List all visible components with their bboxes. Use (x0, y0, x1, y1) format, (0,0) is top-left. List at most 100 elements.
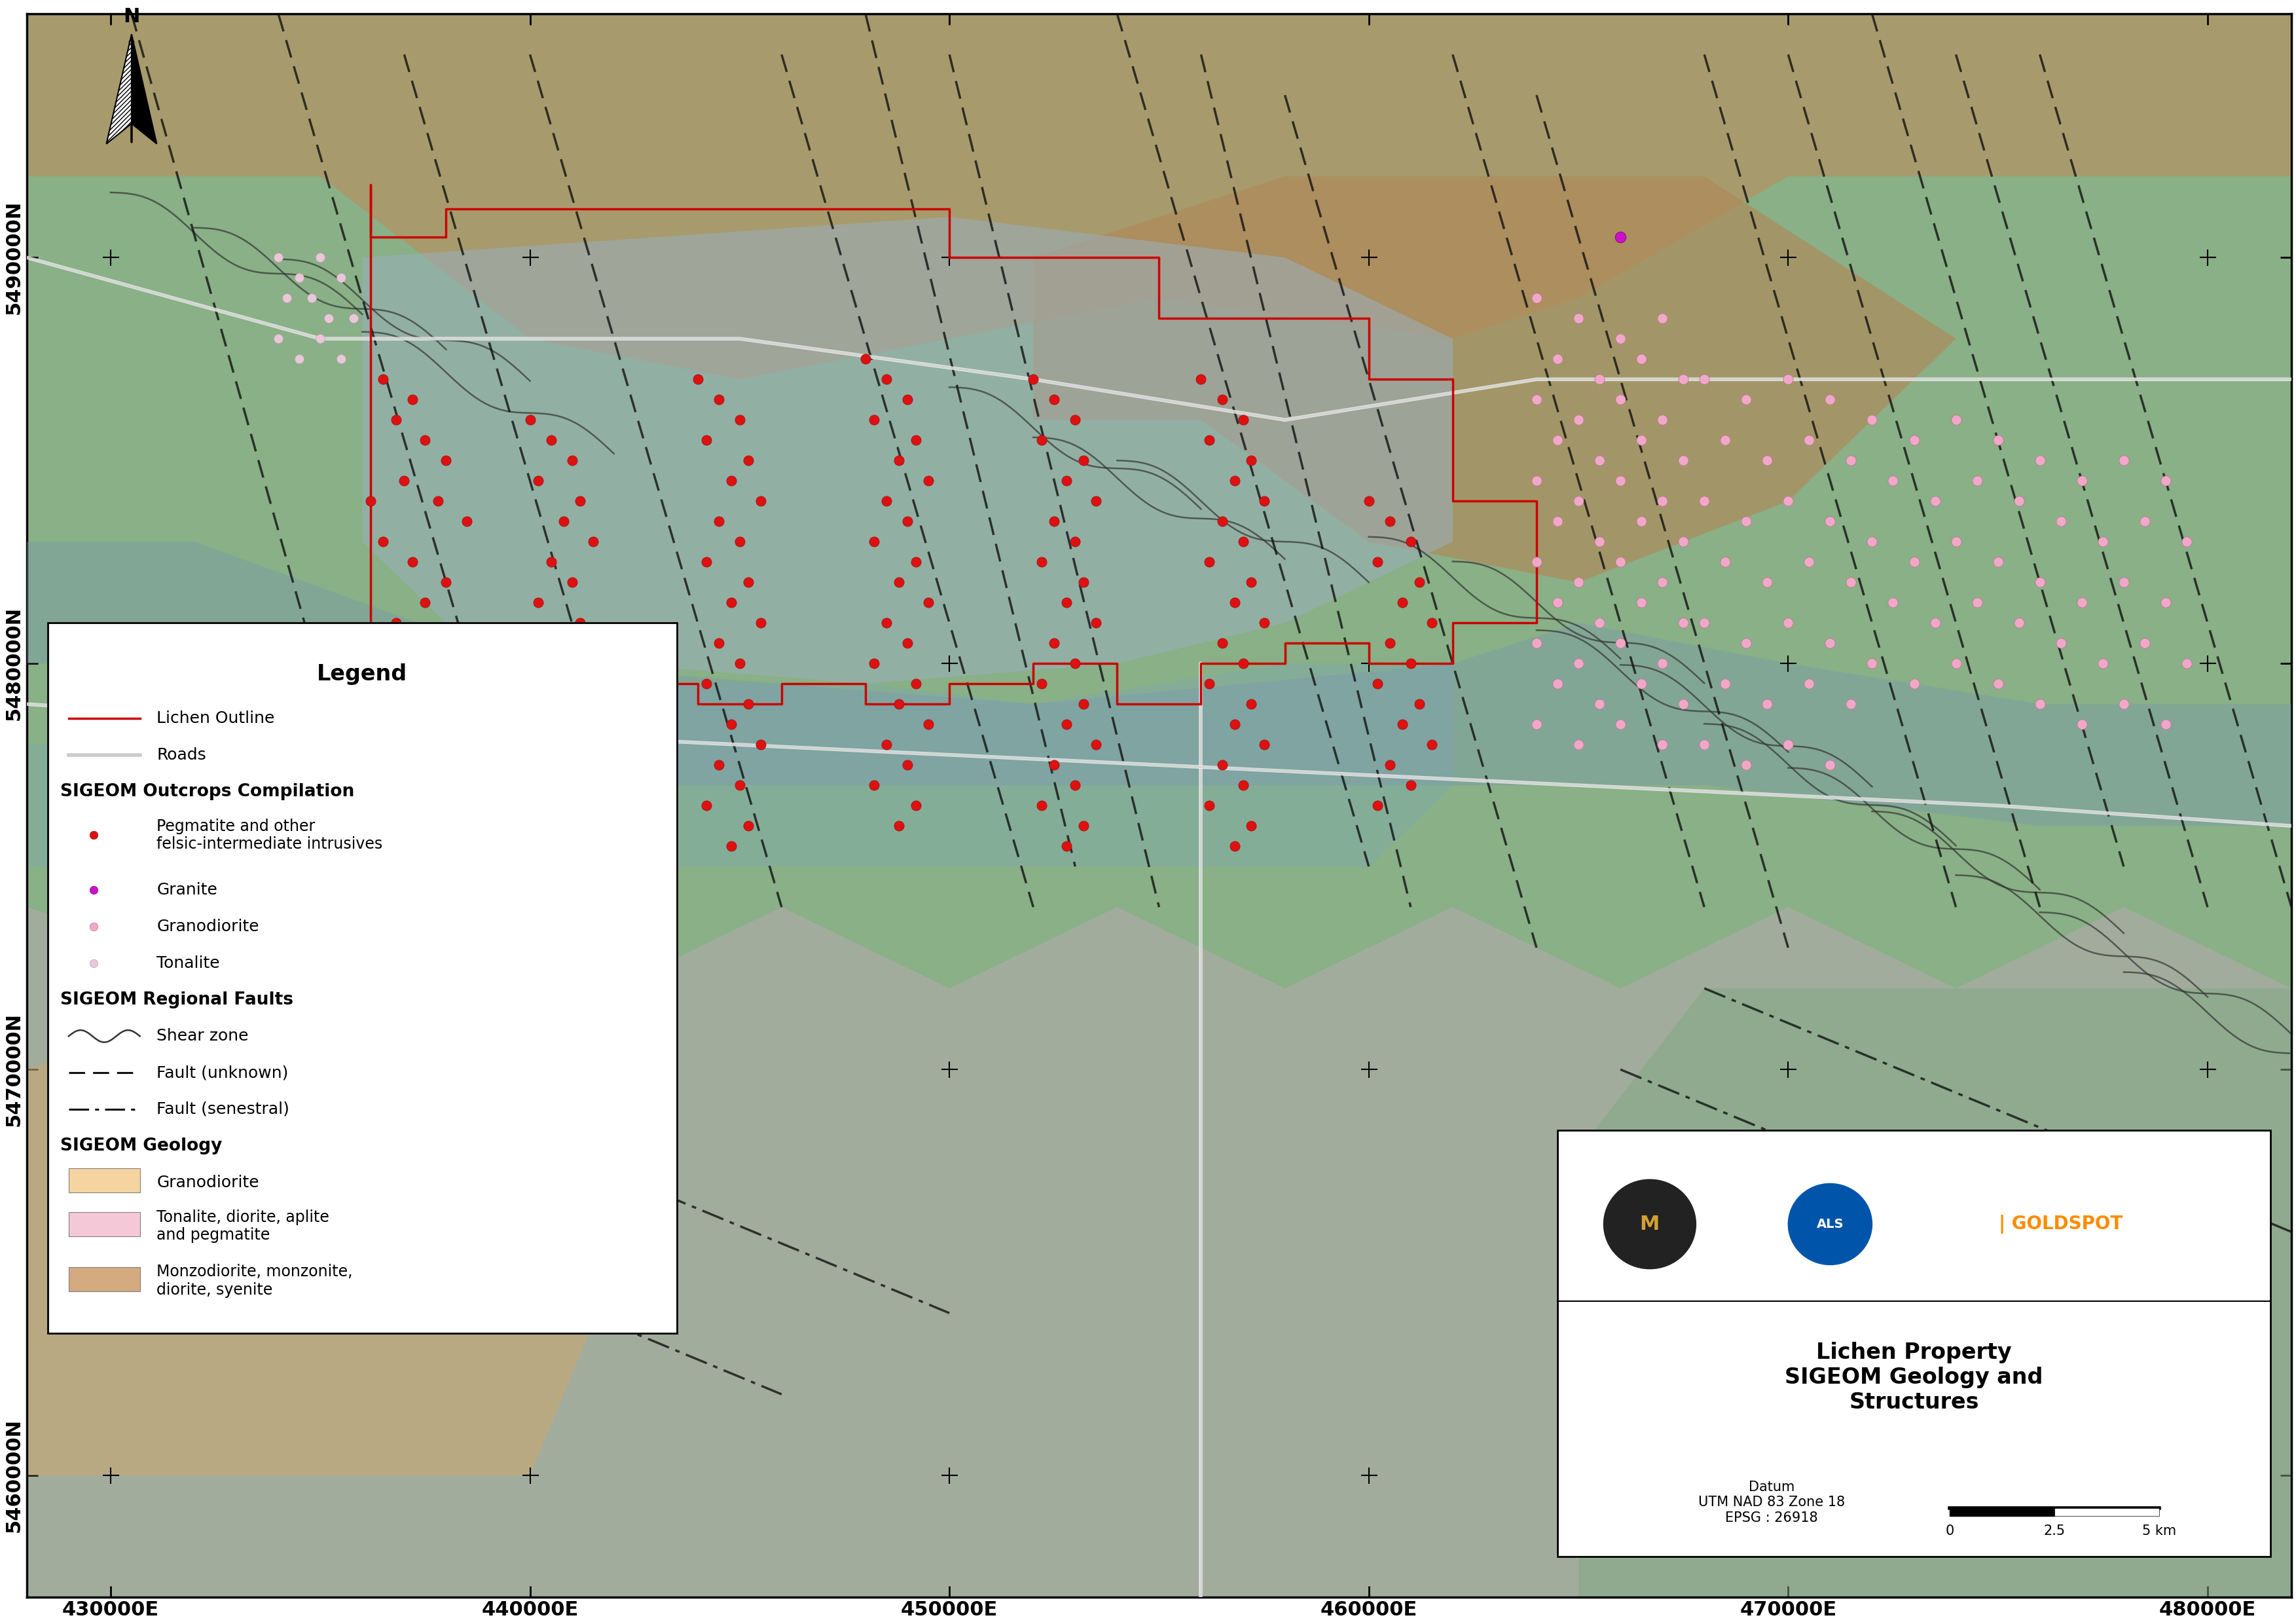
Point (1812, 752, 1848, 778)
Point (1603, 387, 1639, 412)
Point (1559, 651, 1596, 677)
Point (1603, 549, 1639, 575)
Point (1224, 651, 1261, 677)
Text: Fault (senestral): Fault (senestral) (156, 1101, 289, 1117)
Point (1024, 427, 1061, 453)
Point (1518, 630, 1554, 656)
Point (1559, 408, 1596, 434)
Point (420, 671, 457, 697)
Text: Tonalite, diorite, aplite
and pegmatite: Tonalite, diorite, aplite and pegmatite (156, 1210, 331, 1242)
Text: SIGEOM Outcrops Compilation: SIGEOM Outcrops Compilation (60, 783, 354, 801)
Point (909, 590, 946, 615)
Point (1065, 692, 1102, 718)
Point (2105, 570, 2142, 596)
Point (1233, 448, 1270, 474)
Point (1065, 448, 1102, 474)
Point (324, 265, 360, 291)
Point (714, 833, 751, 859)
Point (1706, 549, 1743, 575)
Point (1371, 508, 1407, 534)
Text: SIGEOM Regional Faults: SIGEOM Regional Faults (60, 991, 294, 1009)
Point (2064, 468, 2101, 494)
Polygon shape (363, 218, 1453, 684)
Point (427, 448, 464, 474)
Point (519, 468, 556, 494)
Point (730, 692, 767, 718)
Point (1559, 305, 1596, 331)
Point (280, 265, 317, 291)
Point (1791, 671, 1828, 697)
Point (1065, 570, 1102, 596)
Point (563, 489, 599, 515)
Point (512, 408, 549, 434)
Point (1917, 611, 1954, 637)
Point (1623, 427, 1660, 453)
Point (882, 448, 918, 474)
Point (1015, 367, 1052, 393)
Point (365, 367, 402, 393)
Text: Legend: Legend (317, 664, 406, 685)
Point (2126, 630, 2163, 656)
Point (898, 793, 934, 818)
Point (1077, 732, 1114, 758)
Point (1979, 671, 2016, 697)
Point (1035, 387, 1072, 412)
Point (721, 408, 758, 434)
Point (1049, 711, 1086, 737)
Point (1750, 692, 1786, 718)
Point (868, 732, 905, 758)
Point (1244, 611, 1281, 637)
Text: Granodiorite: Granodiorite (156, 1174, 259, 1190)
Text: Granodiorite: Granodiorite (156, 919, 259, 934)
Point (689, 793, 726, 818)
Point (1233, 814, 1270, 840)
Polygon shape (106, 34, 131, 145)
Point (1644, 570, 1681, 596)
Point (427, 895, 464, 921)
Point (1874, 590, 1910, 615)
Point (1056, 651, 1093, 677)
Point (868, 367, 905, 393)
Point (889, 752, 925, 778)
Point (889, 630, 925, 656)
Point (730, 570, 767, 596)
Point (269, 286, 305, 312)
Point (1203, 630, 1240, 656)
Point (1224, 408, 1261, 434)
Point (1384, 711, 1421, 737)
Point (889, 508, 925, 534)
Point (2000, 489, 2037, 515)
Point (563, 854, 599, 880)
Point (1582, 529, 1619, 555)
Bar (69, 1212, 140, 1236)
Point (1874, 468, 1910, 494)
Point (1035, 508, 1072, 534)
Point (1644, 489, 1681, 515)
Point (574, 773, 611, 799)
Polygon shape (1033, 177, 1956, 583)
Point (1077, 611, 1114, 637)
Point (1603, 468, 1639, 494)
Point (1192, 427, 1228, 453)
Point (406, 752, 443, 778)
Point (533, 427, 569, 453)
Point (1853, 529, 1890, 555)
Point (377, 773, 413, 799)
Text: Roads: Roads (156, 747, 207, 763)
Point (1024, 549, 1061, 575)
Point (76, 877, 113, 903)
Point (1750, 448, 1786, 474)
Point (1770, 611, 1807, 637)
Point (553, 570, 590, 596)
Point (1750, 570, 1786, 596)
Point (351, 489, 388, 515)
Point (1518, 711, 1554, 737)
Point (714, 590, 751, 615)
Point (856, 529, 893, 555)
Polygon shape (28, 664, 1453, 867)
Point (1685, 367, 1722, 393)
Point (1359, 549, 1396, 575)
Point (1384, 590, 1421, 615)
Point (1582, 448, 1619, 474)
Point (544, 752, 581, 778)
